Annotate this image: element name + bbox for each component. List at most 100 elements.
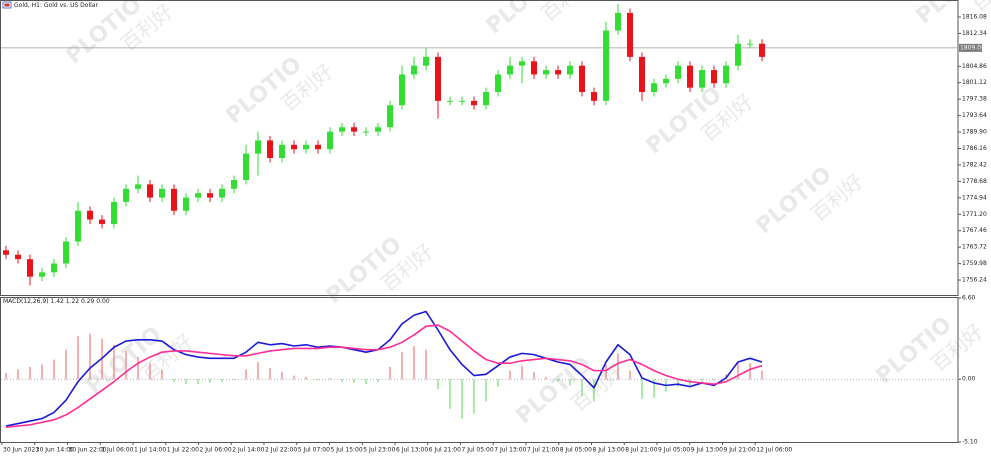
candle-body <box>195 193 201 198</box>
candle-body <box>51 263 57 273</box>
candle-body <box>267 140 273 159</box>
x-tick-label: 9 Jul 21:00 <box>724 447 756 454</box>
x-tick-label: 5 Jul 15:00 <box>331 447 363 454</box>
candle-body <box>543 70 549 75</box>
y-tick-label: 1756.24 <box>962 277 987 284</box>
candle-body <box>207 193 213 198</box>
y-tick-label: 1804.86 <box>962 63 987 70</box>
y-tick-label: 1763.72 <box>962 244 987 251</box>
current-price-label: 1809.05 <box>960 44 985 51</box>
candle-body <box>351 127 357 132</box>
x-tick-label: 6 Jul 13:00 <box>396 447 428 454</box>
candle-body <box>759 43 765 57</box>
y-tick-label: 1816.08 <box>962 13 987 20</box>
candle-body <box>27 259 33 277</box>
candle-body <box>675 65 681 79</box>
candle-body <box>711 70 717 84</box>
x-tick-label: 7 Jul 13:00 <box>494 447 526 454</box>
y-tick-label: 1793.64 <box>962 112 987 119</box>
watermark-mark: 百利好 <box>536 0 597 26</box>
x-tick-label: 1 Jul 14:00 <box>134 447 166 454</box>
candle-body <box>459 100 465 102</box>
candle-body <box>519 61 525 66</box>
candle-body <box>639 56 645 93</box>
candle-body <box>651 83 657 93</box>
candle-body <box>447 100 453 102</box>
y-tick-label: 1786.16 <box>962 145 987 152</box>
candle-body <box>483 92 489 106</box>
x-tick-label: 8 Jul 13:00 <box>593 447 625 454</box>
candle-body <box>99 219 105 224</box>
candle-body <box>303 144 309 150</box>
y-tick-label: 6.60 <box>962 295 976 302</box>
candle-body <box>39 272 45 277</box>
macd-panel-frame <box>0 297 959 443</box>
y-tick-label: 1771.20 <box>962 211 987 218</box>
candle-body <box>111 201 117 224</box>
candle-body <box>735 43 741 66</box>
candle-body <box>183 197 189 211</box>
watermarks: PLOTIO百利好PLOTIO百利好PLOTIO百利好PLOTIO百利好PLOT… <box>62 0 991 429</box>
candle-body <box>687 65 693 88</box>
candle-body <box>411 65 417 75</box>
candle-body <box>123 188 129 202</box>
candle-body <box>723 65 729 84</box>
y-tick-label: 1778.68 <box>962 178 987 185</box>
candle-body <box>507 65 513 75</box>
x-tick-label: 1 Jul 06:00 <box>101 447 133 454</box>
x-tick-label: 6 Jul 21:00 <box>429 447 461 454</box>
candle-body <box>555 70 561 75</box>
candle-body <box>15 254 21 260</box>
candle-body <box>747 43 753 45</box>
candle-body <box>159 188 165 198</box>
candle-body <box>3 250 9 255</box>
y-tick-label: 1774.94 <box>962 194 987 201</box>
x-tick-label: 5 Jul 07:00 <box>298 447 330 454</box>
x-tick-label: 12 Jul 06:00 <box>756 447 792 454</box>
y-tick-label: 1782.42 <box>962 161 987 168</box>
candle-body <box>603 30 609 101</box>
price-panel-frame <box>0 0 959 296</box>
candle-body <box>567 65 573 75</box>
x-tick-label: 8 Jul 21:00 <box>625 447 657 454</box>
x-tick-label: 1 Jul 22:00 <box>167 447 199 454</box>
candle-body <box>663 78 669 84</box>
candle-body <box>291 144 297 150</box>
x-tick-label: 2 Jul 14:00 <box>232 447 264 454</box>
x-tick-label: 30 Jun 2021 <box>3 447 39 454</box>
y-tick-label: 1767.46 <box>962 227 987 234</box>
candle-body <box>399 74 405 106</box>
candle-body <box>531 61 537 75</box>
y-tick-label: -5.10 <box>962 439 978 446</box>
candle-body <box>315 144 321 150</box>
candle-body <box>339 127 345 132</box>
x-tick-label: 30 Jun 22:00 <box>69 447 107 454</box>
x-tick-label: 7 Jul 05:00 <box>462 447 494 454</box>
candle-body <box>243 153 249 180</box>
x-tick-label: 9 Jul 05:00 <box>658 447 690 454</box>
candle-body <box>471 100 477 106</box>
x-tick-label: 2 Jul 22:00 <box>265 447 297 454</box>
current-price-box <box>959 43 982 52</box>
candle-body <box>615 12 621 31</box>
y-tick-label: 1801.12 <box>962 79 987 86</box>
x-tick-label: 5 Jul 23:00 <box>363 447 395 454</box>
candle-body <box>435 56 441 101</box>
candle-body <box>591 92 597 101</box>
x-tick-label: 2 Jul 06:00 <box>200 447 232 454</box>
candle-body <box>75 210 81 242</box>
x-tick-label: 30 Jun 14:00 <box>36 447 74 454</box>
candle-body <box>327 131 333 150</box>
macd-line <box>5 310 763 427</box>
candle-body <box>63 241 69 264</box>
x-tick-label: 8 Jul 05:00 <box>560 447 592 454</box>
candle-body <box>627 12 633 57</box>
candle-body <box>147 184 153 198</box>
candle-body <box>579 65 585 93</box>
candle-body <box>375 127 381 132</box>
x-tick-label: 7 Jul 21:00 <box>527 447 559 454</box>
y-tick-label: 1812.34 <box>962 30 987 37</box>
x-tick-label: 9 Jul 13:00 <box>691 447 723 454</box>
candle-body <box>423 56 429 66</box>
